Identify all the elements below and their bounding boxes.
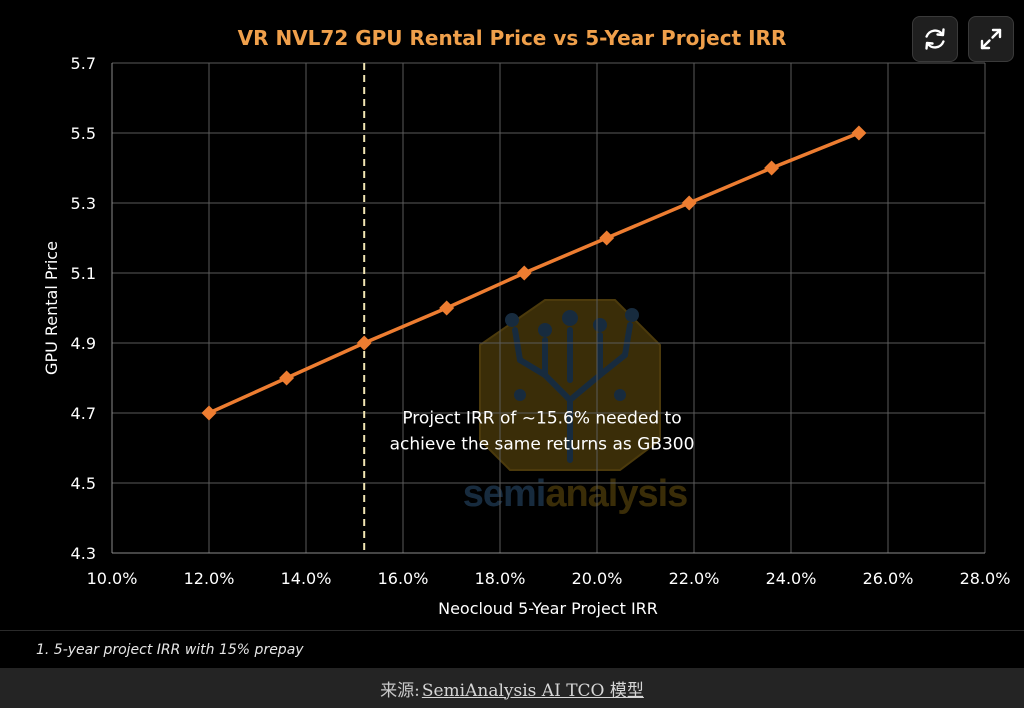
data-point-marker <box>764 160 780 176</box>
data-point-marker <box>516 265 532 281</box>
footnote-text: 1. 5-year project IRR with 15% prepay <box>36 642 304 658</box>
x-tick-label: 16.0% <box>378 569 429 588</box>
y-tick-label: 5.7 <box>71 54 96 73</box>
y-tick-label: 4.3 <box>71 544 96 563</box>
data-point-marker <box>439 300 455 316</box>
x-tick-label: 18.0% <box>475 569 526 588</box>
data-point-marker <box>279 370 295 386</box>
svg-text:semianalysis: semianalysis <box>463 473 688 515</box>
footnote-bar: 1. 5-year project IRR with 15% prepay <box>0 630 1024 668</box>
x-tick-label: 14.0% <box>281 569 332 588</box>
y-tick-label: 4.5 <box>71 474 96 493</box>
source-bar: 来源: SemiAnalysis AI TCO 模型 <box>0 668 1024 708</box>
x-tick-label: 22.0% <box>669 569 720 588</box>
x-tick-label: 28.0% <box>960 569 1011 588</box>
y-tick-label: 5.3 <box>71 194 96 213</box>
data-point-marker <box>851 125 867 141</box>
data-point-marker <box>201 405 217 421</box>
source-link[interactable]: SemiAnalysis AI TCO 模型 <box>421 680 644 701</box>
annotation-text: achieve the same returns as GB300 <box>390 435 695 455</box>
x-axis-label: Neocloud 5-Year Project IRR <box>438 599 658 618</box>
chart-svg: semianalysis 4.3 4.5 4.7 4.9 5.1 5.3 5.5 5.7 10.… <box>42 26 1011 618</box>
annotation-text: Project IRR of ~15.6% needed to <box>402 409 681 429</box>
data-point-marker <box>356 335 372 351</box>
y-axis-label: GPU Rental Price <box>42 241 61 375</box>
x-tick-label: 24.0% <box>766 569 817 588</box>
expand-button[interactable] <box>968 16 1014 62</box>
refresh-button[interactable] <box>912 16 958 62</box>
chart-title: VR NVL72 GPU Rental Price vs 5-Year Proj… <box>238 26 787 50</box>
x-tick-label: 26.0% <box>863 569 914 588</box>
data-point-marker <box>599 230 615 246</box>
y-tick-label: 4.7 <box>71 404 96 423</box>
x-tick-label: 20.0% <box>572 569 623 588</box>
chart-container: semianalysis 4.3 4.5 4.7 4.9 5.1 5.3 5.5 5.7 10.… <box>42 16 1014 618</box>
refresh-icon <box>925 28 945 50</box>
data-point-marker <box>681 195 697 211</box>
x-tick-label: 10.0% <box>87 569 138 588</box>
source-prefix: 来源: <box>380 680 420 701</box>
x-tick-label: 12.0% <box>184 569 235 588</box>
y-tick-label: 4.9 <box>71 334 96 353</box>
y-tick-label: 5.1 <box>71 264 96 283</box>
y-tick-label: 5.5 <box>71 124 96 143</box>
expand-icon <box>980 28 1002 50</box>
